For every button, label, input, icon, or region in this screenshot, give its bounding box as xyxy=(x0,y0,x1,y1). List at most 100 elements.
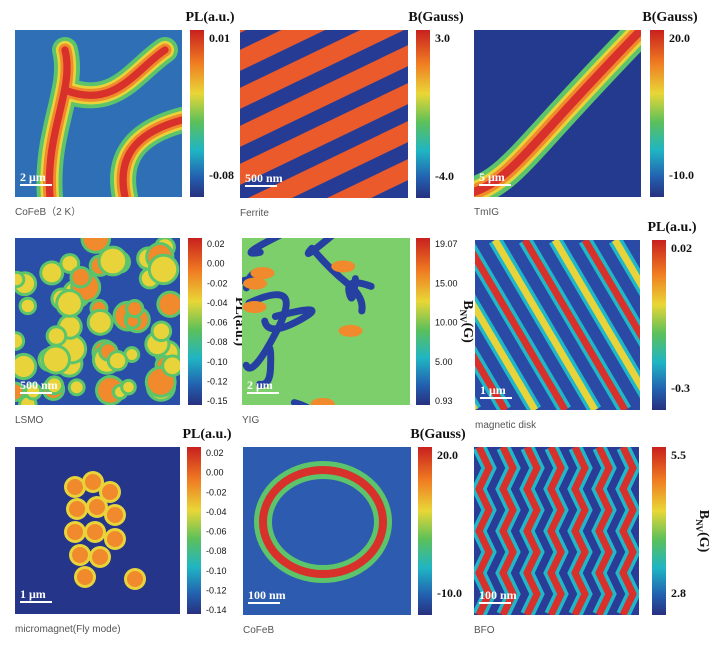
stripe xyxy=(240,45,408,147)
colorbar-tick: -0.06 xyxy=(207,318,228,328)
label-sub: NV xyxy=(694,519,704,532)
stripe xyxy=(491,240,599,410)
stripe xyxy=(240,83,408,185)
blob xyxy=(126,349,138,361)
magnet xyxy=(127,571,143,587)
colorbar-tick: 0.00 xyxy=(206,468,224,478)
colorbar xyxy=(187,447,201,614)
scale-bar-label: 100 nm xyxy=(479,588,517,602)
stripe xyxy=(247,121,408,198)
image xyxy=(15,447,180,614)
scale-bar-label: 1 μm xyxy=(480,383,506,397)
magnet xyxy=(85,474,101,490)
caption: TmIG xyxy=(474,207,499,218)
colorbar-title: B(Gauss) xyxy=(410,427,466,442)
colorbar-tick: 19.07 xyxy=(435,239,458,249)
colorbar xyxy=(416,30,430,198)
stripe xyxy=(475,352,509,410)
image xyxy=(242,238,410,405)
magnet xyxy=(69,501,85,517)
colorbar-label: BNV(G) xyxy=(458,300,475,343)
image xyxy=(240,30,408,198)
stripe xyxy=(327,159,408,198)
blob xyxy=(150,256,177,283)
colorbar-tick: -0.10 xyxy=(207,357,228,367)
colorbar-tick: -0.12 xyxy=(206,585,227,595)
caption: magnetic disk xyxy=(475,420,537,431)
blob xyxy=(21,299,35,313)
stripe xyxy=(581,240,640,341)
stripe xyxy=(240,30,405,109)
caption: LSMO xyxy=(15,415,44,426)
scale-bar-label: 1 μm xyxy=(20,587,46,601)
image xyxy=(475,240,640,410)
colorbar-tick: 3.0 xyxy=(435,31,450,45)
wave xyxy=(499,447,517,615)
label-sub: NV xyxy=(458,310,468,323)
colorbar-tick: -0.14 xyxy=(206,605,227,615)
domain-wall xyxy=(247,238,283,257)
colorbar-tick: -0.08 xyxy=(206,546,227,556)
scale-bar-label: 500 nm xyxy=(245,171,283,185)
caption: micromagnet(Fly mode) xyxy=(15,624,121,635)
magnet xyxy=(87,524,103,540)
colorbar-title: B(Gauss) xyxy=(642,10,698,25)
image xyxy=(15,30,182,197)
domain-wall xyxy=(242,291,290,372)
colorbar xyxy=(418,447,432,615)
colorbar xyxy=(652,447,666,615)
blob xyxy=(47,378,62,393)
colorbar-tick: -0.08 xyxy=(207,337,228,347)
colorbar-title: PL(a.u.) xyxy=(186,10,235,25)
stripe xyxy=(611,240,640,290)
wave xyxy=(619,447,637,615)
scale-bar-label: 5 μm xyxy=(479,170,505,184)
spot xyxy=(250,267,275,280)
colorbar-tick: 10.00 xyxy=(435,318,458,328)
scale-bar-label: 2 μm xyxy=(247,378,273,392)
magnet xyxy=(102,484,118,500)
magnet xyxy=(89,499,105,515)
blob xyxy=(48,328,65,344)
colorbar-tick: 0.01 xyxy=(209,31,230,45)
blob xyxy=(83,238,109,251)
magnet xyxy=(92,549,108,565)
colorbar-tick: -0.04 xyxy=(207,298,228,308)
colorbar xyxy=(416,238,430,405)
colorbar xyxy=(188,238,202,405)
colorbar-tick: -4.0 xyxy=(435,169,454,183)
magnet xyxy=(107,507,123,523)
colorbar-tick: 20.0 xyxy=(437,448,458,462)
blob xyxy=(128,302,142,316)
blob xyxy=(153,323,170,340)
blob xyxy=(100,248,126,274)
blob xyxy=(109,353,126,369)
colorbar-tick: -0.08 xyxy=(209,168,234,182)
colorbar-tick: 0.02 xyxy=(206,448,224,458)
colorbar xyxy=(652,240,666,410)
stripe xyxy=(240,30,247,33)
scale-bar-label: 2 μm xyxy=(20,170,46,184)
blob xyxy=(15,384,23,400)
caption: BFO xyxy=(474,625,495,636)
label-main: B xyxy=(460,300,475,309)
magnet xyxy=(107,531,123,547)
colorbar-title: PL(a.u.) xyxy=(648,220,697,235)
stripe xyxy=(551,240,640,392)
colorbar xyxy=(650,30,664,197)
colorbar-tick: -0.12 xyxy=(207,376,228,386)
colorbar xyxy=(190,30,204,197)
colorbar-tick: 2.8 xyxy=(671,586,686,600)
colorbar-tick: 0.00 xyxy=(207,259,225,269)
label-unit: (G) xyxy=(460,323,475,344)
colorbar-tick: 0.02 xyxy=(671,241,692,255)
spot xyxy=(242,301,267,314)
colorbar-title: PL(a.u.) xyxy=(183,427,232,442)
colorbar-tick: 0.93 xyxy=(435,396,453,406)
magnet xyxy=(72,547,88,563)
colorbar-tick: 0.02 xyxy=(207,239,225,249)
blob xyxy=(72,268,89,286)
colorbar-tick: -10.0 xyxy=(669,168,694,182)
blob xyxy=(42,263,62,283)
colorbar-tick: -0.02 xyxy=(207,278,228,288)
